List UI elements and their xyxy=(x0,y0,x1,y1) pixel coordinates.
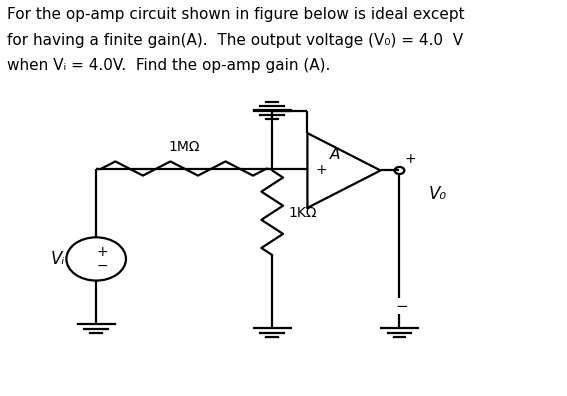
Text: A: A xyxy=(330,147,340,162)
Text: −: − xyxy=(396,299,409,314)
Text: +: + xyxy=(97,245,108,259)
Text: +: + xyxy=(404,152,416,166)
Text: 1MΩ: 1MΩ xyxy=(168,139,200,154)
Text: Vᵢ: Vᵢ xyxy=(51,250,65,268)
Text: 1KΩ: 1KΩ xyxy=(289,206,317,220)
Text: V₀: V₀ xyxy=(429,185,446,203)
Text: when Vᵢ = 4.0V.  Find the op-amp gain (A).: when Vᵢ = 4.0V. Find the op-amp gain (A)… xyxy=(7,58,330,73)
Text: +: + xyxy=(315,164,327,177)
Text: for having a finite gain(A).  The output voltage (V₀) = 4.0  V: for having a finite gain(A). The output … xyxy=(7,33,463,48)
Text: For the op-amp circuit shown in figure below is ideal except: For the op-amp circuit shown in figure b… xyxy=(7,7,464,22)
Text: −: − xyxy=(97,259,108,273)
